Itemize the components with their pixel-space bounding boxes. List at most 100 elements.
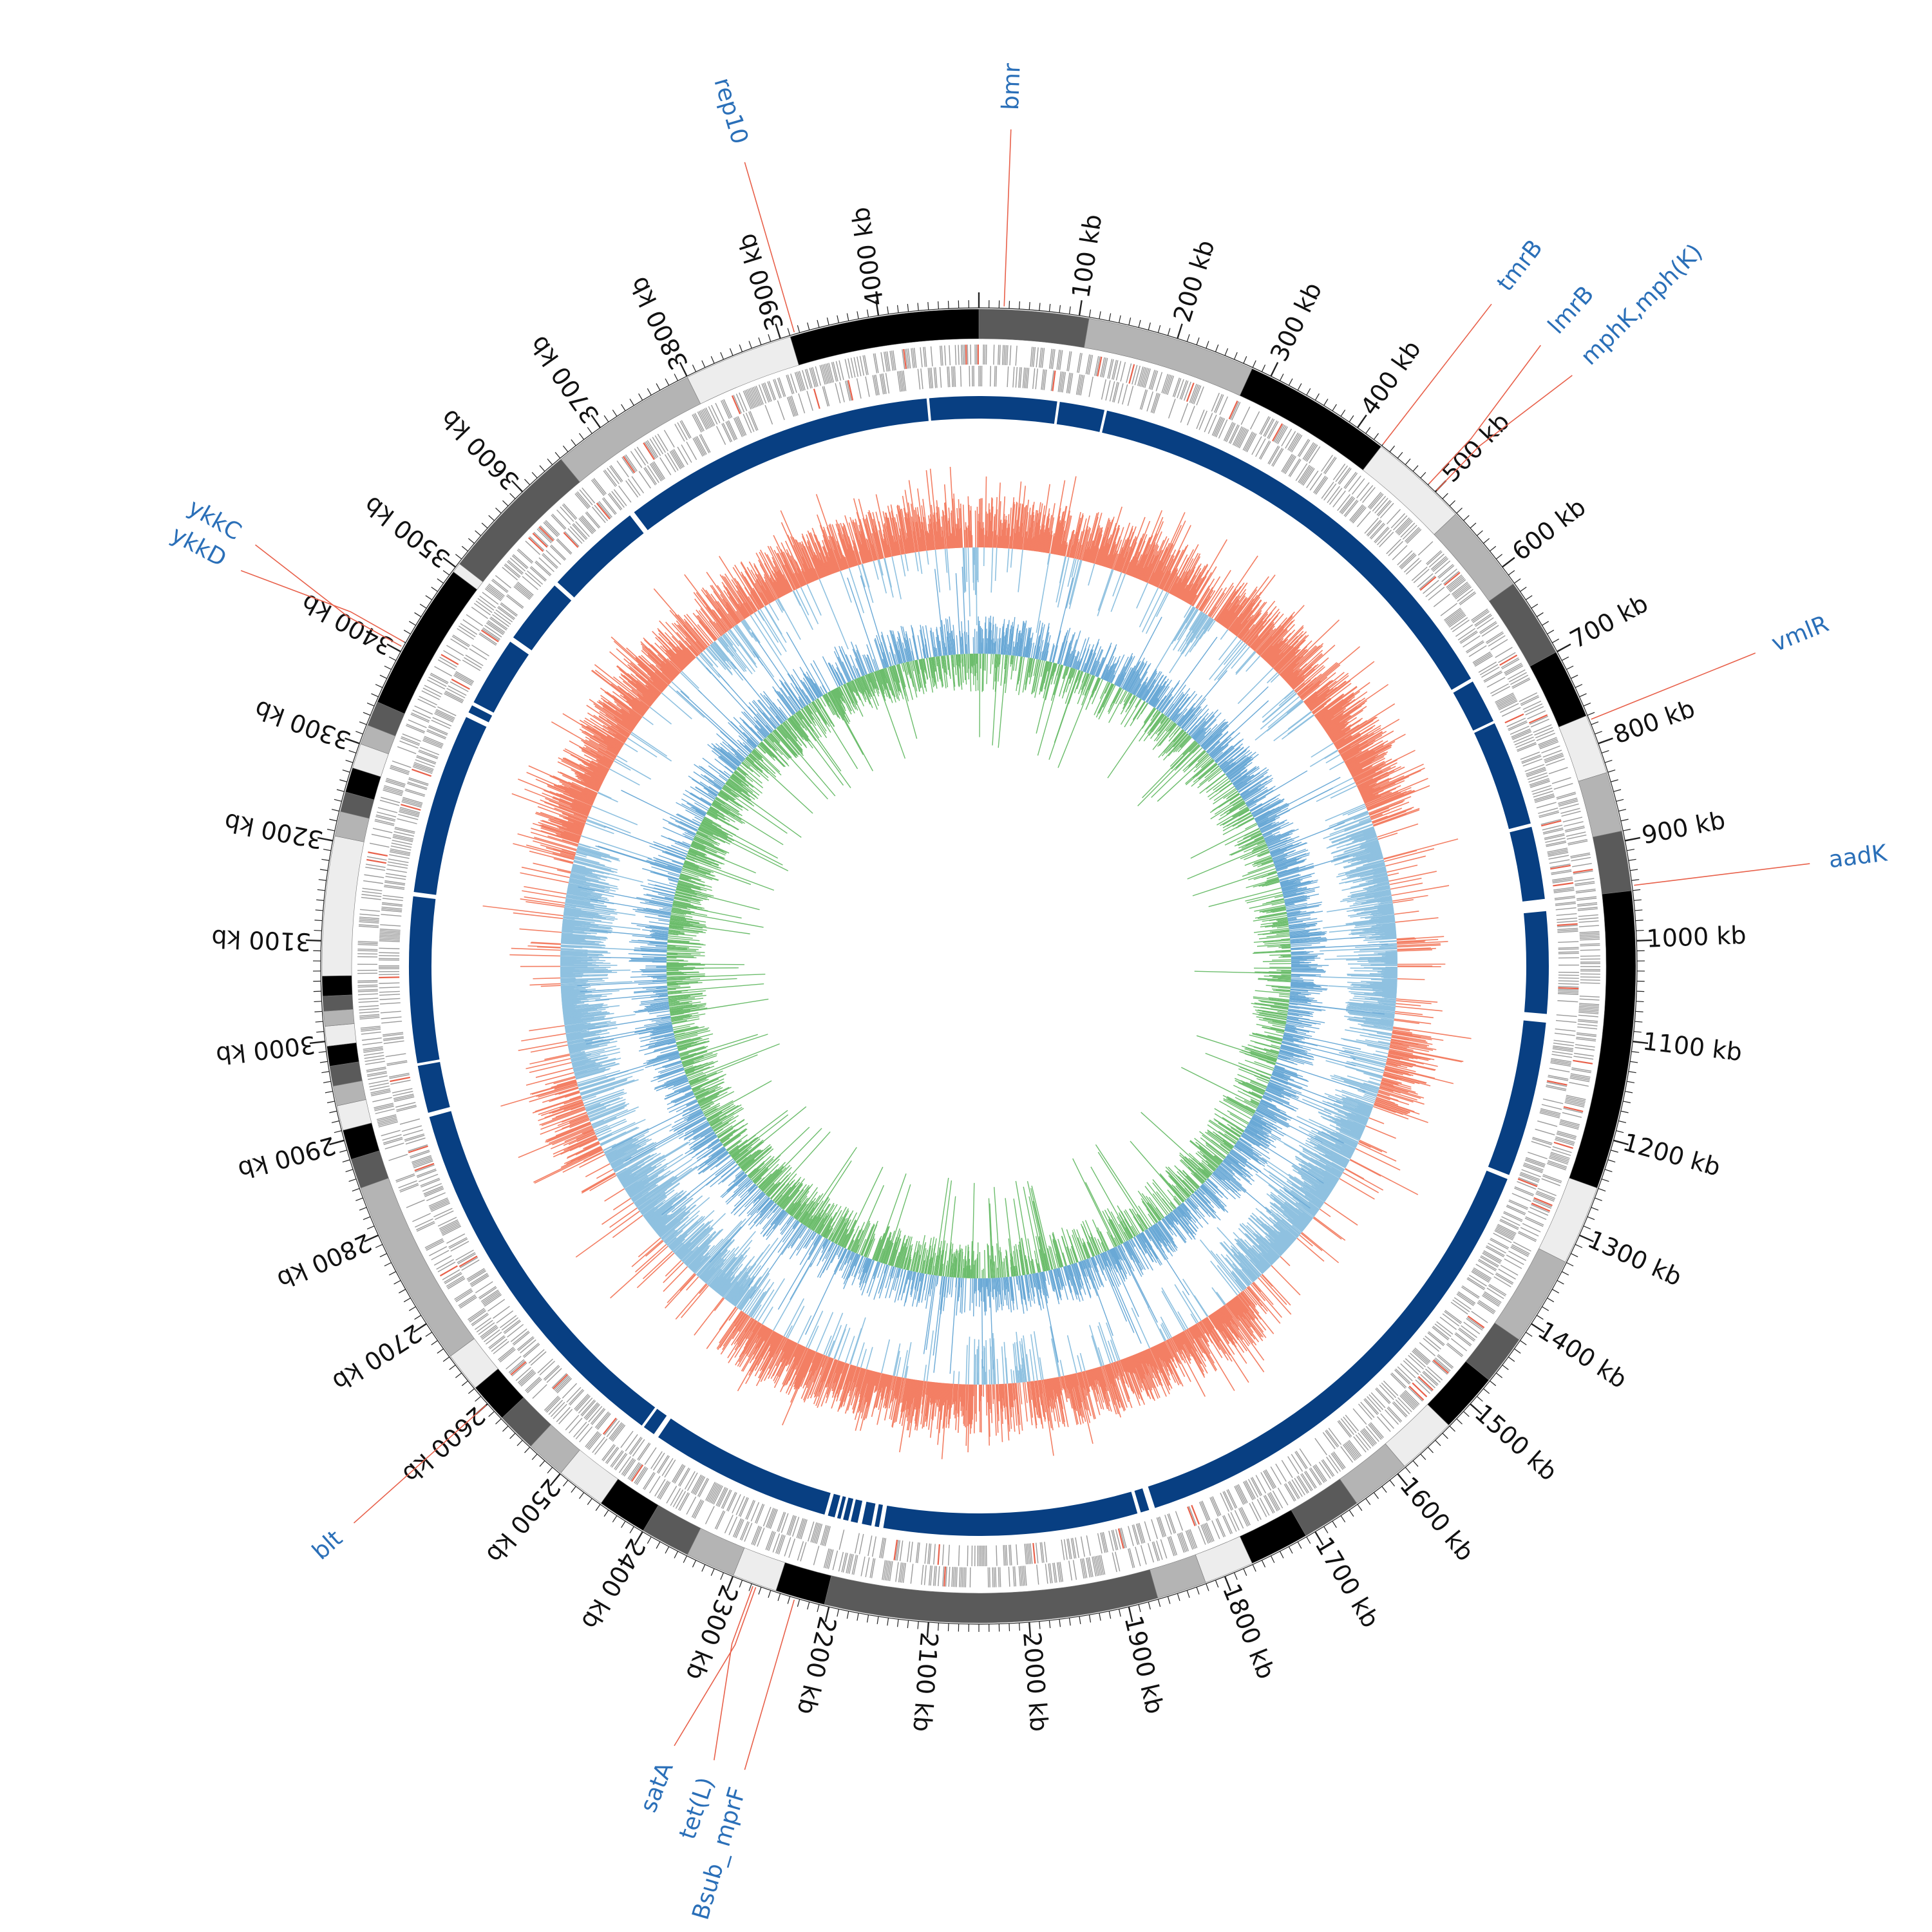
gc-content-bar — [1066, 531, 1074, 557]
gc-content-bar — [1321, 710, 1344, 726]
cds-mark — [835, 383, 841, 404]
cds-mark — [1095, 1555, 1101, 1576]
gc-content-bar — [1224, 612, 1235, 627]
cds-mark — [1189, 1529, 1198, 1548]
gc-content-bar — [1123, 537, 1138, 574]
gc-content-bar — [1345, 740, 1388, 765]
cds-mark — [1376, 500, 1391, 516]
cds-mark — [1569, 1081, 1589, 1087]
gc-content-bar — [1245, 605, 1277, 644]
gc-content-bar — [1173, 558, 1194, 596]
cds-mark — [383, 789, 402, 797]
gc-content-bar — [1342, 744, 1369, 760]
cds-mark — [720, 400, 730, 419]
cds-mark — [556, 509, 571, 525]
gc-content-bar — [1159, 570, 1169, 589]
cds-mark — [1271, 448, 1283, 466]
cds-mark — [398, 1180, 417, 1189]
cds-mark — [545, 1396, 560, 1412]
gc-content-bar — [1187, 589, 1197, 604]
cds-mark — [367, 1072, 387, 1077]
gc-content-bar — [1318, 700, 1349, 723]
cds-mark — [638, 1443, 651, 1461]
cds-mark — [488, 584, 504, 598]
cds-mark — [1178, 1533, 1186, 1553]
cds-mark — [479, 595, 497, 609]
cds-mark — [1012, 1566, 1015, 1587]
gc-content-bar — [1346, 744, 1384, 766]
gc-content-bar — [1258, 605, 1305, 656]
cds-mark — [799, 1519, 806, 1539]
gc-content-bar — [762, 1306, 773, 1325]
cds-mark — [825, 1548, 831, 1569]
cds-mark — [832, 1550, 838, 1571]
cds-mark — [1173, 378, 1182, 397]
gc-content-bar — [1043, 518, 1050, 553]
cds-mark — [383, 1032, 404, 1036]
cds-mark — [1482, 1294, 1501, 1306]
gc-content-bar — [1187, 578, 1202, 603]
cds-mark — [819, 365, 826, 385]
gc-content-bar — [1314, 696, 1343, 717]
cds-mark — [965, 1567, 967, 1587]
cds-mark — [1563, 1106, 1584, 1112]
gc-content-bar — [992, 516, 995, 548]
cds-mark — [1388, 1406, 1403, 1422]
cds-mark — [895, 1562, 899, 1582]
gc-content-bar — [1365, 837, 1378, 842]
cds-mark — [1367, 520, 1382, 537]
cds-mark — [723, 422, 733, 442]
gc-content-bar — [1274, 639, 1305, 670]
gc-content-bar — [1311, 697, 1331, 713]
cds-mark — [802, 370, 809, 390]
cds-mark — [630, 1464, 644, 1482]
cds-mark — [1466, 1316, 1484, 1330]
cds-mark — [1552, 878, 1573, 882]
gc-content-bar — [1130, 540, 1146, 576]
gc-content-bar — [1163, 568, 1176, 591]
cds-mark — [525, 540, 541, 555]
gc-content-bar — [1159, 558, 1174, 589]
gc-content-bar — [1262, 689, 1294, 718]
cds-mark — [578, 518, 593, 535]
gc-content-bar — [1396, 938, 1416, 941]
cds-mark — [490, 616, 508, 630]
cds-mark — [1039, 1542, 1043, 1563]
gc-content-bar — [1375, 931, 1396, 934]
cds-mark — [482, 1292, 500, 1305]
cds-mark — [1495, 692, 1514, 703]
cds-mark — [1520, 1227, 1539, 1237]
gc-content-bar — [1329, 830, 1376, 848]
gc-content-bar — [1339, 872, 1387, 884]
cds-mark — [389, 854, 410, 859]
cds-mark — [1077, 352, 1081, 373]
gc-content-bar — [1368, 1117, 1385, 1124]
cds-mark — [1128, 1526, 1134, 1546]
cds-mark — [1372, 495, 1387, 512]
cds-mark — [1438, 565, 1455, 579]
gc-content-bar — [1352, 917, 1395, 923]
gc-content-bar — [1367, 790, 1415, 810]
gc-content-bar — [1133, 537, 1150, 578]
cds-mark — [437, 1262, 456, 1273]
gc-content-bar — [1385, 855, 1426, 867]
cds-mark — [872, 375, 877, 396]
cds-mark — [1566, 1095, 1586, 1101]
gc-content-bar — [1179, 588, 1186, 599]
cds-mark — [1088, 355, 1094, 375]
gc-content-bar — [1174, 607, 1196, 641]
cds-mark — [1526, 770, 1547, 777]
gc-content-bar — [1337, 843, 1379, 857]
gc-content-bar — [1220, 629, 1229, 640]
cds-mark — [1180, 1532, 1188, 1552]
cds-mark — [1526, 766, 1546, 775]
cds-mark — [576, 492, 590, 509]
cds-mark — [1498, 652, 1516, 663]
cds-mark — [622, 1459, 635, 1476]
cds-mark — [359, 1005, 379, 1008]
gc-content-bar — [1184, 572, 1202, 602]
gc-content-bar — [1058, 520, 1066, 556]
gc-content-bar — [1068, 534, 1075, 558]
gc-content-bar — [1204, 619, 1215, 634]
gc-content-bar — [1036, 553, 1051, 633]
